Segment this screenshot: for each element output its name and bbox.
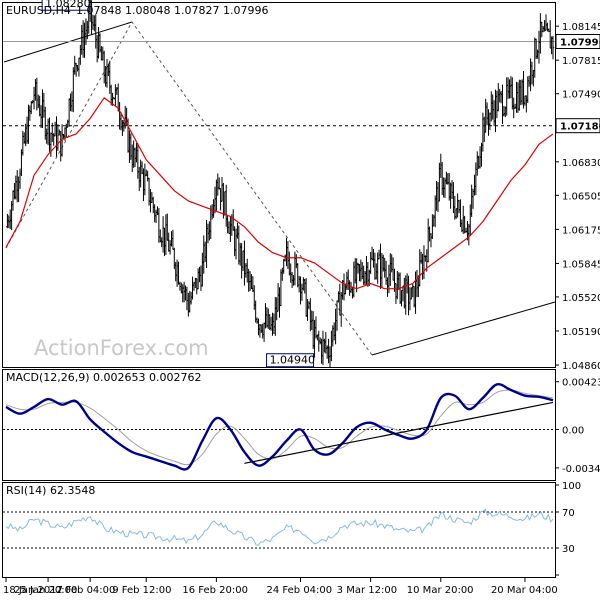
x-tick-label: 18 Jan 2017 bbox=[3, 585, 63, 596]
x-tick-label: 20 Mar 04:00 bbox=[491, 585, 558, 596]
macd-y-tick-label: -0.003404 bbox=[562, 464, 600, 475]
macd-signal-line bbox=[5, 389, 554, 466]
price-y-tick-label: 1.05845 bbox=[562, 259, 600, 270]
x-tick-label: 16 Feb 20:00 bbox=[182, 585, 248, 596]
rsi-y-tick-label: 70 bbox=[562, 508, 575, 519]
x-tick-label: 10 Mar 20:00 bbox=[407, 585, 474, 596]
price-y-tick-label: 1.06505 bbox=[562, 191, 600, 202]
watermark: ActionForex.com bbox=[34, 336, 209, 360]
price-annotation-box bbox=[266, 353, 315, 368]
x-tick-label: 25 Jan 20:00 bbox=[14, 585, 77, 596]
moving-average-line bbox=[5, 96, 554, 290]
rsi-line bbox=[5, 508, 554, 546]
x-tick-label: 9 Feb 12:00 bbox=[112, 585, 171, 596]
price-level-label: 1.07996 bbox=[560, 38, 600, 49]
price-annotation-label: 1.08280 bbox=[45, 0, 91, 10]
price-y-tick-label: 1.05190 bbox=[562, 327, 600, 338]
macd-main-line bbox=[5, 383, 554, 471]
macd-y-tick-label: 0.004238 bbox=[562, 378, 600, 389]
price-y-tick-label: 1.07490 bbox=[562, 90, 600, 101]
macd-y-tick-label: 0.00 bbox=[562, 426, 584, 437]
price-y-tick-label: 1.05520 bbox=[562, 293, 600, 304]
x-tick-label: 2 Feb 04:00 bbox=[56, 585, 115, 596]
price-y-tick-label: 1.06175 bbox=[562, 225, 600, 236]
lower-trendline bbox=[371, 301, 556, 356]
price-y-tick-label: 1.07815 bbox=[562, 56, 600, 67]
chart-header-symbol: EURUSD,H4 bbox=[6, 4, 71, 17]
price-panel: 1.08280 1.04940 1.08145 1.07815 1.07490 1.071… bbox=[3, 0, 600, 372]
price-bar bbox=[551, 35, 555, 60]
rsi-panel: 100 70 30 bbox=[3, 481, 581, 576]
price-panel-frame bbox=[2, 2, 556, 368]
macd-trendline bbox=[244, 401, 554, 464]
price-level-box bbox=[555, 34, 600, 50]
price-y-tick-label: 1.08145 bbox=[562, 22, 600, 33]
rsi-y-tick-label: 100 bbox=[562, 481, 581, 492]
macd-panel-frame bbox=[2, 369, 556, 481]
rsi-title: RSI(14) 62.3548 bbox=[6, 484, 95, 497]
rsi-y-tick-label: 30 bbox=[562, 544, 575, 555]
x-tick-label: 24 Feb 04:00 bbox=[267, 585, 333, 596]
macd-panel: 0.004238 0.00 -0.003404 bbox=[3, 378, 600, 475]
price-y-tick-label: 1.04860 bbox=[562, 361, 600, 372]
price-annotation-label: 1.04940 bbox=[270, 354, 316, 367]
rsi-panel-frame bbox=[2, 482, 556, 578]
macd-title: MACD(12,26,9) 0.002653 0.002762 bbox=[6, 371, 202, 384]
swing-dashed-lines bbox=[5, 21, 373, 356]
price-y-tick-label: 1.06830 bbox=[562, 158, 600, 169]
price-bar bbox=[501, 84, 504, 125]
price-level-box bbox=[555, 118, 600, 134]
price-annotation-box bbox=[41, 0, 90, 11]
x-tick-label: 3 Mar 12:00 bbox=[337, 585, 397, 596]
chart-header-ohlc: 1.07848 1.08048 1.07827 1.07996 bbox=[76, 4, 268, 17]
